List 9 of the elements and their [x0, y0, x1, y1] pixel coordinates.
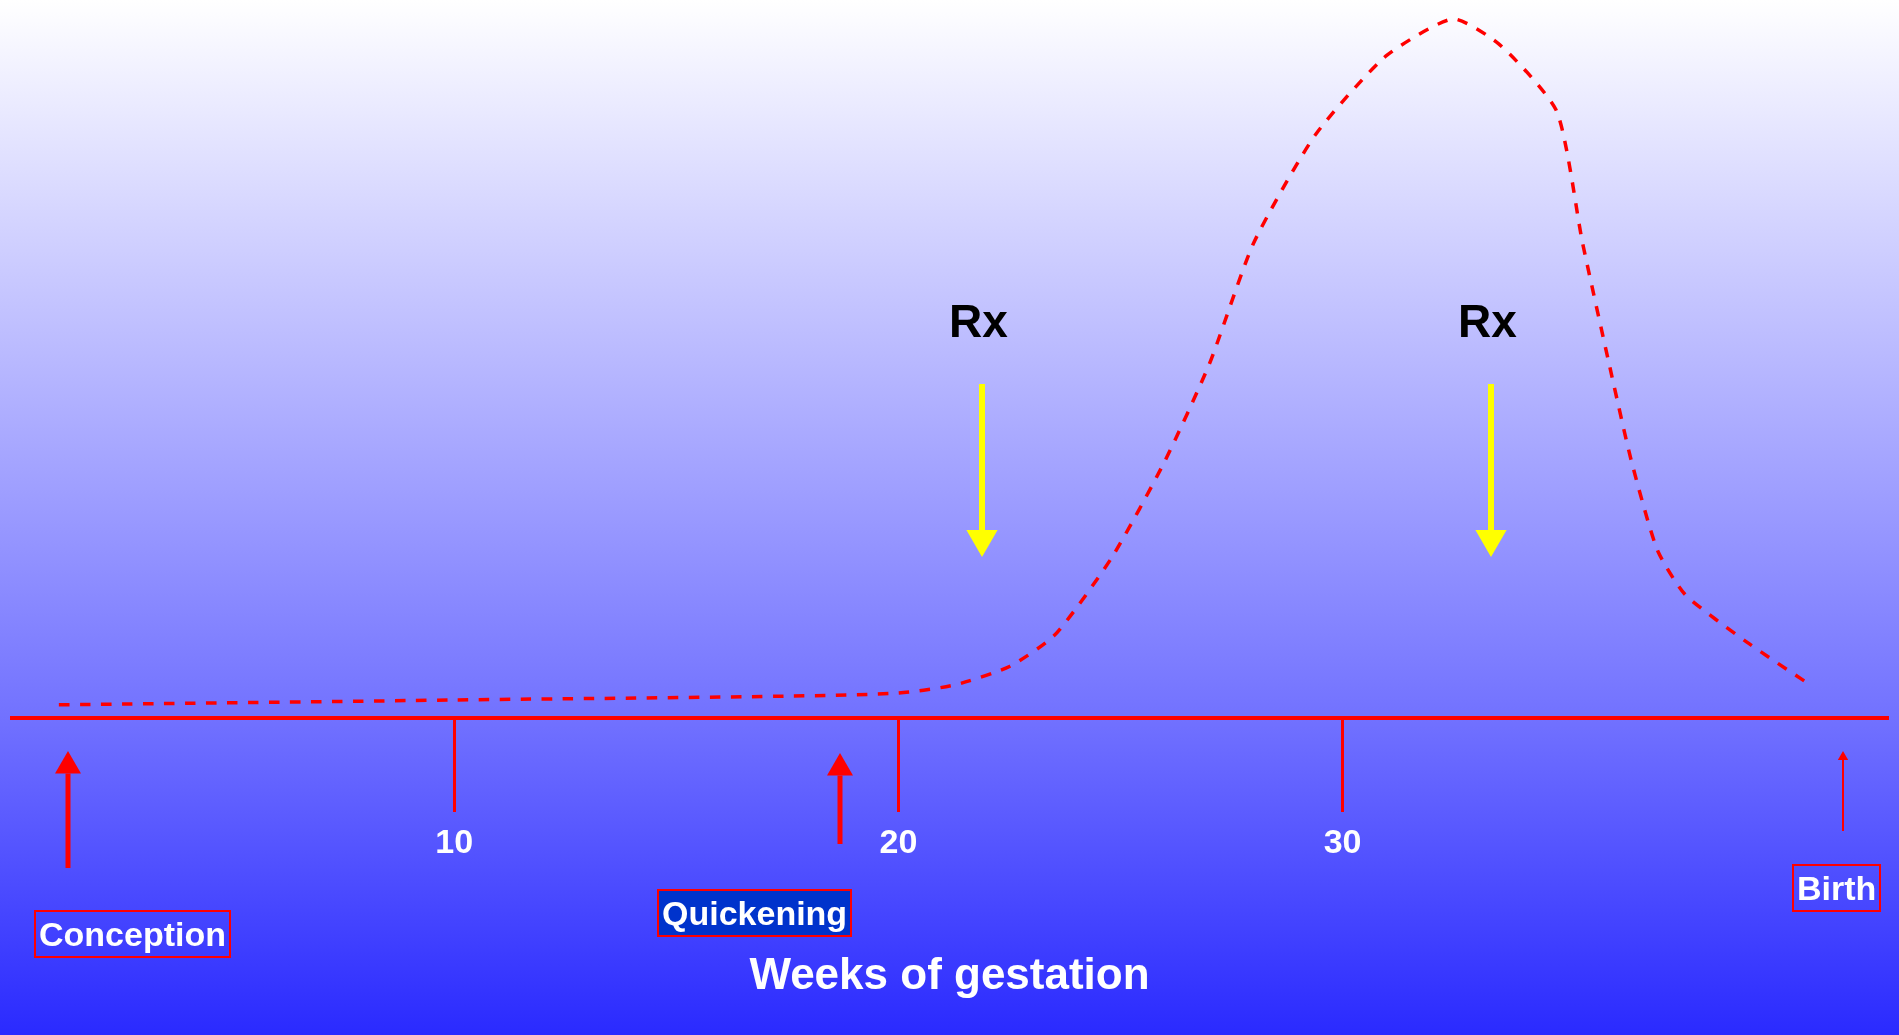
x-tick-label: 20 — [879, 821, 918, 860]
x-tick-label: 30 — [1323, 821, 1362, 860]
x-tick-label: 10 — [435, 821, 474, 860]
text: Birth — [1797, 869, 1877, 907]
text: Conception — [39, 915, 226, 953]
annotation: Rx — [949, 295, 1009, 347]
text: Quickening — [662, 894, 848, 932]
x-axis-title: Weeks of gestation — [749, 948, 1150, 998]
annotation: Rx — [1458, 295, 1518, 347]
